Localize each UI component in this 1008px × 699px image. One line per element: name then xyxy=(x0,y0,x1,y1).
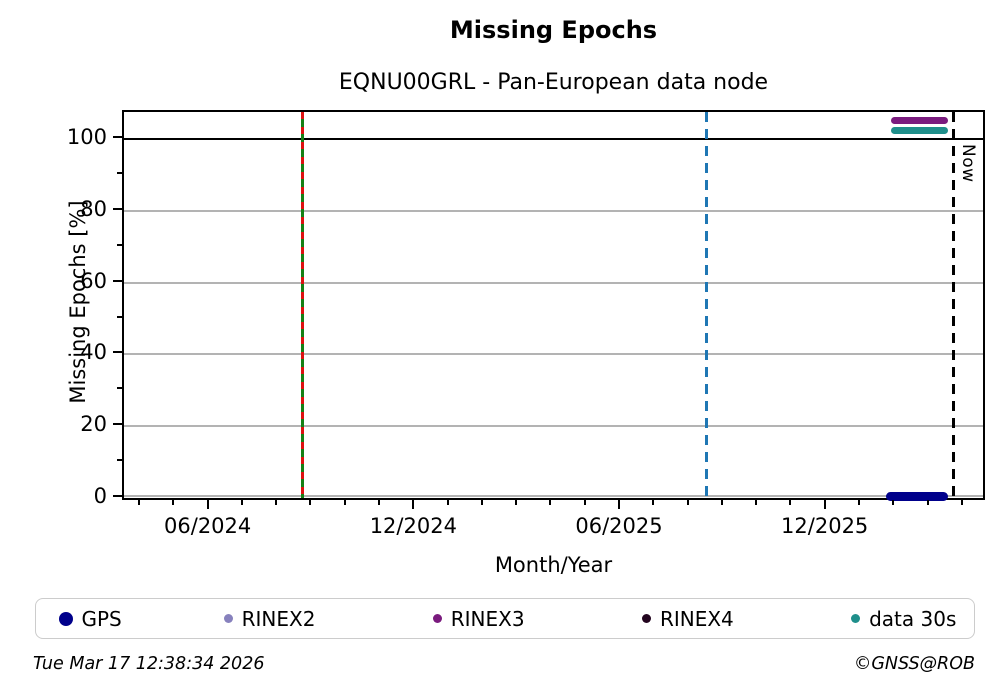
x-minor-tick xyxy=(583,500,586,505)
x-minor-tick xyxy=(378,500,381,505)
series-segment-gps xyxy=(886,491,949,501)
legend-item-data-30s: data 30s xyxy=(851,599,956,638)
y-major-tick-40 xyxy=(113,351,122,354)
legend: GPS RINEX2 RINEX3 RINEX4 data 30s xyxy=(35,598,975,639)
legend-item-rinex3: RINEX3 xyxy=(432,599,525,638)
x-minor-tick xyxy=(515,500,518,505)
x-minor-tick xyxy=(926,500,929,505)
blue-event-line xyxy=(704,112,708,498)
y-minor-tick-30 xyxy=(117,387,122,390)
y-tick-label-80: 80 xyxy=(80,196,107,221)
y-major-tick-0 xyxy=(113,495,122,497)
x-tick-label: 06/2025 xyxy=(575,514,663,538)
series-segment-data-30s xyxy=(891,126,949,134)
x-minor-tick xyxy=(446,500,449,505)
y-major-tick-60 xyxy=(113,279,122,282)
x-minor-tick xyxy=(343,500,346,505)
y-tick-label-0: 0 xyxy=(93,484,107,508)
x-major-tick xyxy=(412,500,415,509)
gridline-60 xyxy=(124,281,983,284)
x-major-tick xyxy=(823,500,826,509)
legend-dot-gps xyxy=(58,611,73,626)
green-red-event-line xyxy=(300,112,304,498)
legend-dot-rinex3 xyxy=(432,614,442,623)
x-minor-tick xyxy=(720,500,723,505)
gridline-40 xyxy=(124,353,983,356)
x-minor-tick xyxy=(240,500,243,505)
legend-dot-rinex4 xyxy=(641,614,651,623)
hundred-percent-line xyxy=(124,138,983,140)
x-tick-label: 12/2024 xyxy=(369,514,457,538)
x-major-tick xyxy=(618,500,620,509)
y-minor-tick-90 xyxy=(117,171,122,174)
legend-dot-rinex2 xyxy=(223,614,233,623)
y-minor-tick-10 xyxy=(117,459,122,462)
chart-title: Missing Epochs xyxy=(449,16,658,44)
legend-label: data 30s xyxy=(869,606,957,631)
copyright: ©GNSS@ROB xyxy=(853,654,975,674)
x-axis-label: Month/Year xyxy=(494,553,613,577)
timestamp: Tue Mar 17 12:38:34 2026 xyxy=(33,654,265,674)
x-minor-tick xyxy=(652,500,655,505)
legend-label: RINEX3 xyxy=(450,606,525,631)
legend-item-rinex2: RINEX2 xyxy=(223,599,316,638)
y-tick-label-20: 20 xyxy=(80,412,107,437)
legend-label: RINEX2 xyxy=(241,606,316,631)
x-minor-tick xyxy=(549,500,552,505)
x-minor-tick xyxy=(755,500,758,505)
legend-label: RINEX4 xyxy=(659,606,734,631)
series-segment-rinex3 xyxy=(891,116,949,124)
x-minor-tick xyxy=(309,500,312,505)
x-major-tick xyxy=(206,500,209,509)
plot-canvas: Now xyxy=(124,112,983,501)
x-minor-tick xyxy=(172,500,175,505)
now-label: Now xyxy=(958,144,979,183)
x-tick-label: 06/2024 xyxy=(164,514,252,538)
y-tick-label-40: 40 xyxy=(80,340,107,365)
y-tick-label-60: 60 xyxy=(80,268,107,293)
x-minor-tick xyxy=(892,500,895,505)
y-minor-tick-50 xyxy=(117,315,122,318)
y-major-tick-80 xyxy=(113,207,122,210)
x-minor-tick xyxy=(686,500,689,505)
legend-dot-data-30s xyxy=(851,614,861,623)
y-tick-label-100: 100 xyxy=(66,125,107,149)
legend-label: GPS xyxy=(81,606,122,631)
gridline-0 xyxy=(124,495,983,497)
legend-item-rinex4: RINEX4 xyxy=(641,599,734,638)
x-minor-tick xyxy=(960,500,963,505)
y-minor-tick-70 xyxy=(117,243,122,246)
legend-item-gps: GPS xyxy=(58,599,122,638)
y-major-tick-100 xyxy=(113,136,122,138)
chart-subtitle: EQNU00GRL - Pan-European data node xyxy=(338,70,769,95)
x-minor-tick xyxy=(480,500,483,505)
gridline-20 xyxy=(124,425,983,428)
green-red-event-line-overlay xyxy=(300,112,304,498)
now-line xyxy=(951,112,955,498)
x-minor-tick xyxy=(789,500,792,505)
x-minor-tick xyxy=(275,500,278,505)
y-major-tick-20 xyxy=(113,423,122,426)
x-minor-tick xyxy=(138,500,141,505)
gridline-80 xyxy=(124,209,983,212)
x-minor-tick xyxy=(857,500,860,505)
x-tick-label: 12/2025 xyxy=(781,514,869,538)
y-axis-label: Missing Epochs [%] xyxy=(66,200,90,404)
plot-area: Now xyxy=(122,110,985,501)
